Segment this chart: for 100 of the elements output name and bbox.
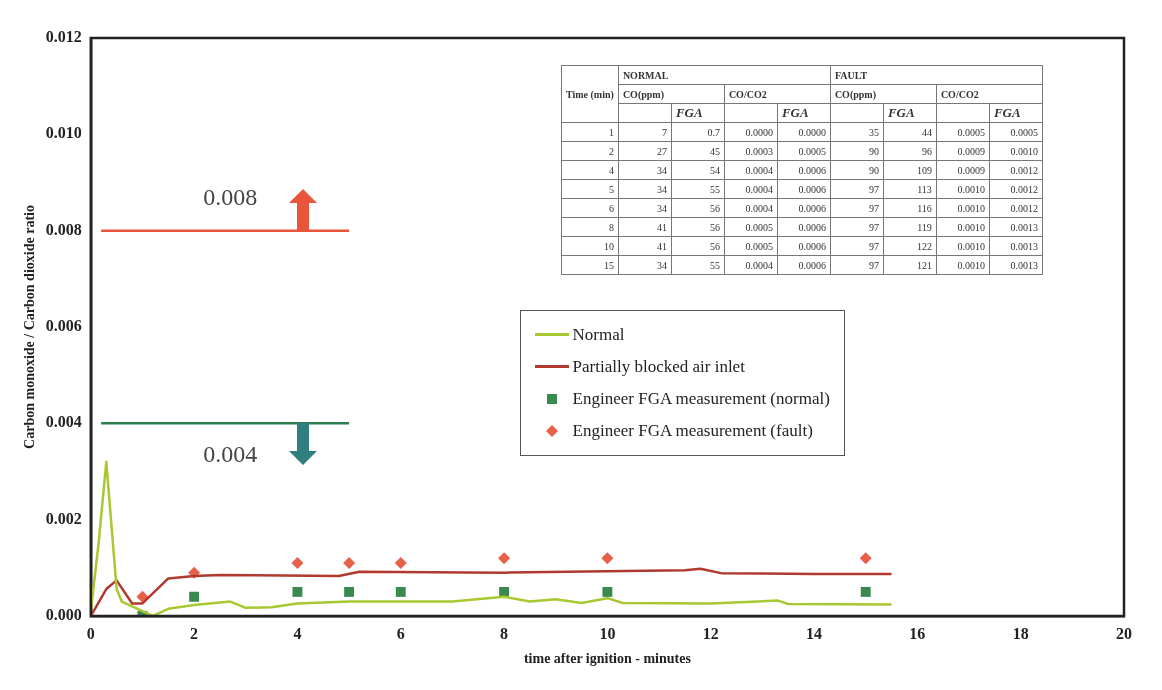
y-tick-label: 0.002	[45, 509, 82, 527]
text: 0.0010	[957, 202, 985, 214]
text: 0.0000	[745, 126, 773, 138]
category-label: 5	[608, 183, 614, 195]
text: 0.0004	[745, 259, 773, 271]
x-tick-label: 2	[190, 624, 199, 642]
legend-label: Engineer FGA measurement (fault)	[572, 420, 813, 441]
text: 0.0004	[745, 183, 773, 195]
text: 97	[868, 240, 879, 252]
text: 0.0013	[1010, 259, 1038, 271]
text: 56	[709, 202, 720, 214]
text: 34	[656, 259, 667, 271]
text: 121	[916, 259, 932, 271]
category-label: FGA	[989, 103, 1043, 123]
text: 34	[656, 202, 667, 214]
text: 56	[709, 221, 720, 233]
text: 35	[868, 126, 879, 138]
text: 0.0010	[1010, 145, 1038, 157]
x-tick-label: 16	[909, 624, 926, 642]
text: 0.0012	[1010, 202, 1038, 214]
text: 0.0006	[798, 202, 826, 214]
text: 0.0000	[798, 126, 826, 138]
text: 0.0005	[1010, 126, 1038, 138]
text: 96	[921, 145, 932, 157]
text: 27	[656, 145, 667, 157]
y-tick-label: 0.000	[45, 606, 82, 624]
text: 97	[868, 183, 879, 195]
category-label: 4	[608, 164, 614, 176]
text: 0.0012	[1010, 164, 1038, 176]
x-tick-label: 6	[396, 624, 405, 642]
text: 0.0004	[745, 164, 773, 176]
category-label: FGA	[883, 103, 937, 123]
text: 113	[917, 183, 932, 195]
x-tick-label: 14	[806, 624, 823, 642]
text: 44	[921, 126, 932, 138]
category-label: 15	[603, 259, 614, 271]
text: 0.0005	[798, 145, 826, 157]
text: 0.7	[707, 126, 720, 138]
text: 97	[868, 221, 879, 233]
text: 97	[868, 259, 879, 271]
text: 34	[656, 183, 667, 195]
text: 119	[917, 221, 932, 233]
category-label: 6	[608, 202, 614, 214]
y-axis-title: Carbon monoxide / Carbon dioxide ratio	[22, 205, 38, 449]
legend-label: Normal	[572, 324, 625, 345]
text: 90	[868, 164, 879, 176]
text: 0.0012	[1010, 183, 1038, 195]
x-tick-label: 18	[1012, 624, 1029, 642]
annotation: FAULT	[830, 65, 1043, 85]
text: 0.0010	[957, 259, 985, 271]
x-tick-label: 4	[293, 624, 302, 642]
x-tick-label: 20	[1116, 624, 1132, 642]
x-tick-label: 8	[500, 624, 509, 642]
text: 0.0013	[1010, 221, 1038, 233]
ref-line-label: 0.008	[203, 183, 258, 210]
annotation: CO/CO2	[724, 84, 831, 104]
text: 56	[709, 240, 720, 252]
category-label: 8	[608, 221, 614, 233]
text: 0.0004	[745, 202, 773, 214]
text: 0.0010	[957, 221, 985, 233]
text: 34	[656, 164, 667, 176]
annotation: NORMAL	[618, 65, 831, 85]
text: 55	[709, 183, 720, 195]
y-tick-label: 0.012	[45, 28, 82, 46]
text: 109	[916, 164, 932, 176]
x-tick-label: 12	[702, 624, 719, 642]
text: 0.0009	[957, 145, 985, 157]
text: 90	[868, 145, 879, 157]
text: 0.0009	[957, 164, 985, 176]
text: 0.0003	[745, 145, 773, 157]
text: 0.0005	[745, 240, 773, 252]
text: Time (min)	[561, 65, 619, 123]
ref-line-label: 0.004	[203, 440, 258, 467]
text: 45	[709, 145, 720, 157]
annotation: CO/CO2	[936, 84, 1043, 104]
text: 0.0006	[798, 240, 826, 252]
text: 0.0006	[798, 259, 826, 271]
text: 54	[709, 164, 720, 176]
text: 41	[656, 240, 667, 252]
y-tick-label: 0.008	[45, 220, 82, 238]
category-label: 2	[608, 145, 614, 157]
text: 7	[661, 126, 667, 138]
y-tick-label: 0.010	[45, 124, 82, 142]
legend-label: Partially blocked air inlet	[572, 356, 745, 377]
text: 0.0005	[745, 221, 773, 233]
x-tick-label: 10	[599, 624, 616, 642]
legend-label: Engineer FGA measurement (normal)	[572, 388, 830, 409]
text: 0.0010	[957, 183, 985, 195]
text: 0.0010	[957, 240, 985, 252]
x-axis-title: time after ignition - minutes	[523, 651, 692, 667]
y-tick-label: 0.006	[45, 317, 82, 335]
text: 0.0013	[1010, 240, 1038, 252]
y-tick-label: 0.004	[45, 413, 82, 431]
text: 55	[709, 259, 720, 271]
x-tick-label: 0	[86, 624, 95, 642]
annotation: CO(ppm)	[830, 84, 937, 104]
category-label: FGA	[777, 103, 831, 123]
category-label: 10	[603, 240, 614, 252]
text: 116	[917, 202, 932, 214]
text: 97	[868, 202, 879, 214]
